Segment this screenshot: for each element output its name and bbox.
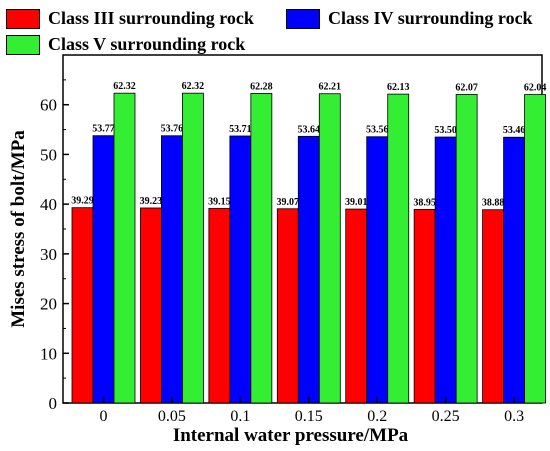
- data-label: 62.21: [319, 82, 342, 93]
- data-label: 53.77: [92, 124, 115, 135]
- legend-label-class-iii: Class III surrounding rock: [48, 8, 254, 28]
- bar: [387, 93, 410, 404]
- legend-item-class-v: Class V surrounding rock: [6, 34, 245, 55]
- bar: [113, 92, 136, 404]
- bar: [318, 93, 341, 404]
- data-label: 62.32: [182, 81, 205, 92]
- bar: [92, 135, 115, 404]
- data-label: 53.56: [366, 125, 389, 136]
- data-label: 39.23: [140, 196, 163, 207]
- data-label: 39.01: [345, 197, 368, 208]
- data-label: 39.15: [208, 196, 231, 207]
- legend-item-class-iii: Class III surrounding rock: [6, 8, 254, 29]
- x-tick-label: 0.25: [432, 408, 460, 425]
- legend-label-class-v: Class V surrounding rock: [48, 34, 246, 54]
- y-tick-label: 20: [40, 295, 57, 314]
- bar: [366, 136, 389, 404]
- bar: [455, 94, 478, 404]
- legend-swatch-class-v: [6, 34, 40, 55]
- x-tick-label: 0.15: [295, 408, 323, 425]
- bar: [345, 208, 368, 404]
- bar: [182, 92, 204, 404]
- bar: [434, 136, 457, 404]
- legend-item-class-iv: Class IV surrounding rock: [286, 8, 533, 29]
- data-label: 38.95: [413, 197, 436, 208]
- bar: [208, 207, 231, 404]
- bar: [161, 135, 183, 404]
- bar: [297, 135, 320, 404]
- x-tick-label: 0.1: [230, 408, 250, 425]
- bar: [229, 135, 252, 404]
- data-label: 62.07: [455, 82, 478, 93]
- legend: Class III surrounding rock Class IV surr…: [4, 4, 544, 56]
- y-axis-title: Mises stress of bolt/MPa: [8, 130, 29, 328]
- data-label: 62.28: [250, 81, 273, 92]
- data-label: 62.13: [387, 82, 410, 93]
- y-tick-label: 10: [40, 344, 57, 363]
- data-label: 62.04: [524, 83, 547, 94]
- y-tick-label: 50: [40, 145, 57, 164]
- legend-label-class-iv: Class IV surrounding rock: [328, 8, 533, 28]
- legend-swatch-class-iv: [286, 8, 320, 29]
- bar: [413, 208, 436, 404]
- data-label: 62.32: [113, 81, 136, 92]
- data-label: 39.29: [71, 196, 94, 207]
- x-tick-label: 0.05: [158, 408, 186, 425]
- bar: [250, 92, 273, 404]
- data-label: 53.71: [229, 124, 252, 135]
- data-label: 53.46: [503, 125, 526, 136]
- x-tick-label: 0: [100, 408, 108, 425]
- data-label: 38.88: [482, 198, 505, 209]
- data-label: 53.76: [161, 124, 184, 135]
- x-tick-label: 0.2: [367, 408, 387, 425]
- data-label: 39.07: [277, 197, 300, 208]
- data-label: 53.50: [434, 125, 457, 136]
- y-tick-label: 0: [49, 394, 58, 413]
- data-label: 53.64: [298, 124, 321, 135]
- bar: [140, 207, 162, 404]
- bar: [482, 209, 504, 404]
- y-tick-label: 30: [40, 245, 57, 264]
- legend-swatch-class-iii: [6, 8, 40, 29]
- y-tick-label: 60: [40, 96, 57, 115]
- x-tick-label: 0.3: [504, 408, 524, 425]
- bar: [503, 136, 525, 404]
- bar: [71, 207, 94, 404]
- bar: [276, 208, 299, 404]
- bar: [524, 94, 546, 404]
- x-axis-title: Internal water pressure/MPa: [173, 425, 409, 446]
- y-tick-label: 40: [40, 195, 57, 214]
